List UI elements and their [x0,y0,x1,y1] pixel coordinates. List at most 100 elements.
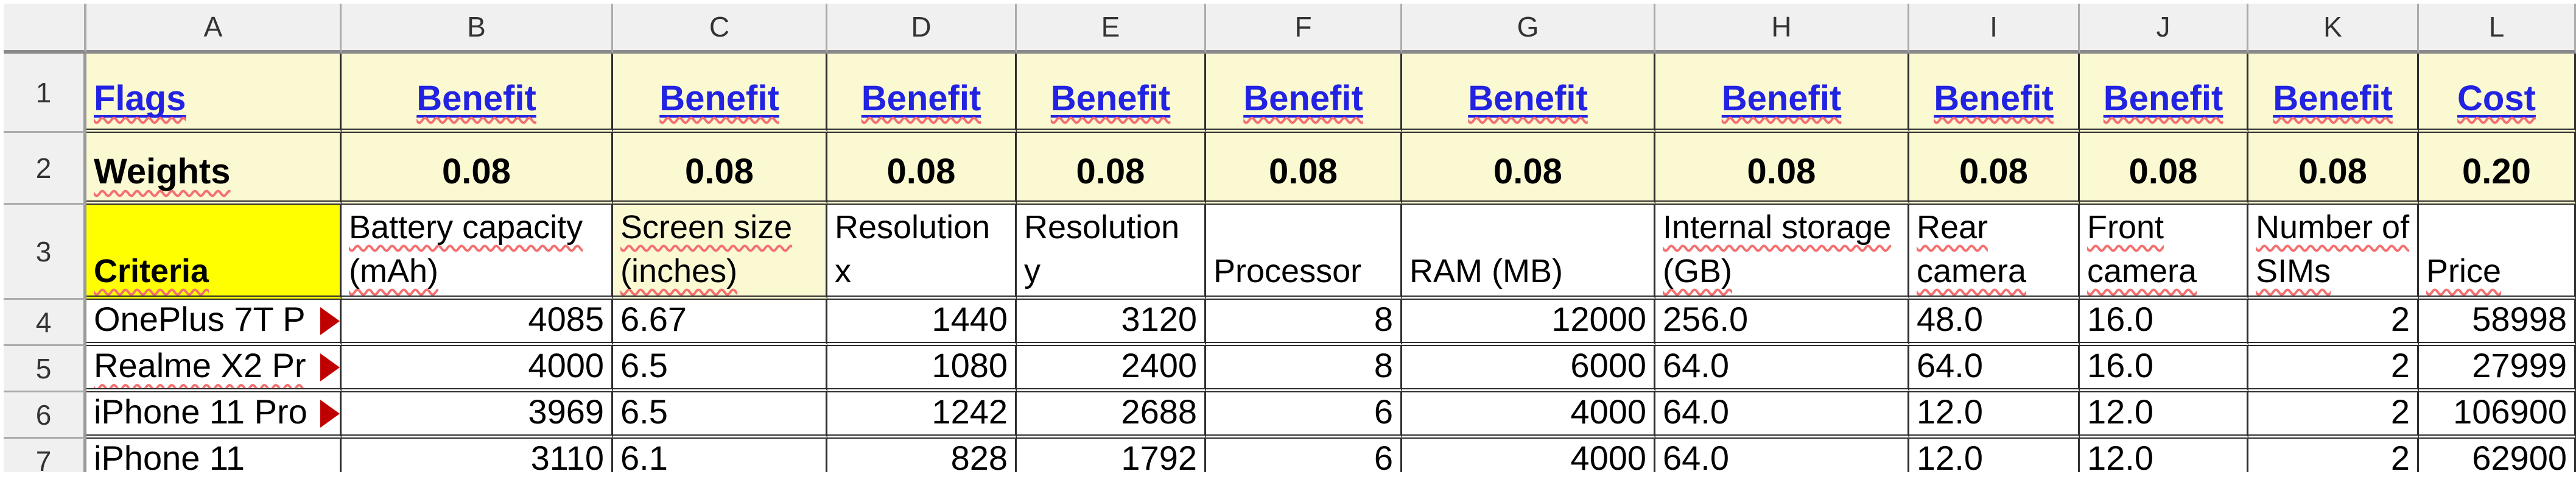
cell-B4[interactable]: 4085 [342,300,613,346]
cell-K6[interactable]: 2 [2248,392,2419,439]
cell-F1[interactable]: Benefit [1206,54,1402,133]
cell-A6[interactable]: iPhone 11 Pro [86,392,342,439]
cell-C3[interactable]: Screen size (inches) [613,205,827,300]
cell-F3[interactable]: Processor [1206,205,1402,300]
cell-D2[interactable]: 0.08 [827,133,1017,205]
cell-H3[interactable]: Internal storage (GB) [1655,205,1909,300]
col-header-I[interactable]: I [1909,4,2080,54]
cell-H5[interactable]: 64.0 [1655,346,1909,392]
cell-D6[interactable]: 1242 [827,392,1017,439]
row-header-2[interactable]: 2 [4,133,86,205]
cell-H1[interactable]: Benefit [1655,54,1909,133]
row-header-6[interactable]: 6 [4,392,86,439]
cell-G7[interactable]: 4000 [1402,439,1655,472]
cell-L7[interactable]: 62900 [2419,439,2576,472]
cell-H7[interactable]: 64.0 [1655,439,1909,472]
cell-H6[interactable]: 64.0 [1655,392,1909,439]
cell-E4[interactable]: 3120 [1017,300,1206,346]
cell-I2[interactable]: 0.08 [1909,133,2080,205]
col-header-L[interactable]: L [2419,4,2576,54]
cell-D3[interactable]: Resolution x [827,205,1017,300]
cell-L5[interactable]: 27999 [2419,346,2576,392]
cell-K3[interactable]: Number of SIMs [2248,205,2419,300]
row-header-3[interactable]: 3 [4,205,86,300]
cell-A3[interactable]: Criteria [86,205,342,300]
col-header-A[interactable]: A [86,4,342,54]
cell-H4[interactable]: 256.0 [1655,300,1909,346]
cell-J4[interactable]: 16.0 [2080,300,2248,346]
cell-J3[interactable]: Front camera [2080,205,2248,300]
cell-E5[interactable]: 2400 [1017,346,1206,392]
col-header-E[interactable]: E [1017,4,1206,54]
cell-I1[interactable]: Benefit [1909,54,2080,133]
cell-K2[interactable]: 0.08 [2248,133,2419,205]
row-header-1[interactable]: 1 [4,54,86,133]
cell-L1[interactable]: Cost [2419,54,2576,133]
cell-A2[interactable]: Weights [86,133,342,205]
cell-D7[interactable]: 828 [827,439,1017,472]
row-header-7[interactable]: 7 [4,439,86,472]
cell-H2[interactable]: 0.08 [1655,133,1909,205]
cell-C4[interactable]: 6.67 [613,300,827,346]
cell-F6[interactable]: 6 [1206,392,1402,439]
cell-I6[interactable]: 12.0 [1909,392,2080,439]
col-header-C[interactable]: C [613,4,827,54]
col-header-B[interactable]: B [342,4,613,54]
cell-A5[interactable]: Realme X2 Pr [86,346,342,392]
cell-G5[interactable]: 6000 [1402,346,1655,392]
cell-K4[interactable]: 2 [2248,300,2419,346]
cell-C5[interactable]: 6.5 [613,346,827,392]
cell-B7[interactable]: 3110 [342,439,613,472]
cell-I5[interactable]: 64.0 [1909,346,2080,392]
cell-C7[interactable]: 6.1 [613,439,827,472]
row-header-5[interactable]: 5 [4,346,86,392]
col-header-G[interactable]: G [1402,4,1655,54]
cell-G1[interactable]: Benefit [1402,54,1655,133]
cell-J7[interactable]: 12.0 [2080,439,2248,472]
cell-G4[interactable]: 12000 [1402,300,1655,346]
cell-B5[interactable]: 4000 [342,346,613,392]
cell-L2[interactable]: 0.20 [2419,133,2576,205]
col-header-H[interactable]: H [1655,4,1909,54]
cell-D4[interactable]: 1440 [827,300,1017,346]
row-header-4[interactable]: 4 [4,300,86,346]
col-header-F[interactable]: F [1206,4,1402,54]
cell-G6[interactable]: 4000 [1402,392,1655,439]
cell-E3[interactable]: Resolution y [1017,205,1206,300]
cell-L3[interactable]: Price [2419,205,2576,300]
cell-I3[interactable]: Rear camera [1909,205,2080,300]
cell-A4[interactable]: OnePlus 7T P [86,300,342,346]
cell-G2[interactable]: 0.08 [1402,133,1655,205]
cell-L6[interactable]: 106900 [2419,392,2576,439]
cell-J2[interactable]: 0.08 [2080,133,2248,205]
cell-K5[interactable]: 2 [2248,346,2419,392]
cell-E2[interactable]: 0.08 [1017,133,1206,205]
col-header-K[interactable]: K [2248,4,2419,54]
cell-K1[interactable]: Benefit [2248,54,2419,133]
col-header-J[interactable]: J [2080,4,2248,54]
cell-B6[interactable]: 3969 [342,392,613,439]
cell-F7[interactable]: 6 [1206,439,1402,472]
cell-J6[interactable]: 12.0 [2080,392,2248,439]
cell-A7[interactable]: iPhone 11 [86,439,342,472]
cell-D1[interactable]: Benefit [827,54,1017,133]
cell-L4[interactable]: 58998 [2419,300,2576,346]
cell-J5[interactable]: 16.0 [2080,346,2248,392]
col-header-D[interactable]: D [827,4,1017,54]
cell-C6[interactable]: 6.5 [613,392,827,439]
cell-D5[interactable]: 1080 [827,346,1017,392]
cell-K7[interactable]: 2 [2248,439,2419,472]
cell-F4[interactable]: 8 [1206,300,1402,346]
cell-E6[interactable]: 2688 [1017,392,1206,439]
cell-B1[interactable]: Benefit [342,54,613,133]
cell-F5[interactable]: 8 [1206,346,1402,392]
cell-J1[interactable]: Benefit [2080,54,2248,133]
cell-A1[interactable]: Flags [86,54,342,133]
cell-E1[interactable]: Benefit [1017,54,1206,133]
cell-B2[interactable]: 0.08 [342,133,613,205]
cell-I7[interactable]: 12.0 [1909,439,2080,472]
cell-B3[interactable]: Battery capacity (mAh) [342,205,613,300]
cell-C2[interactable]: 0.08 [613,133,827,205]
select-all-corner[interactable] [4,4,86,54]
cell-I4[interactable]: 48.0 [1909,300,2080,346]
